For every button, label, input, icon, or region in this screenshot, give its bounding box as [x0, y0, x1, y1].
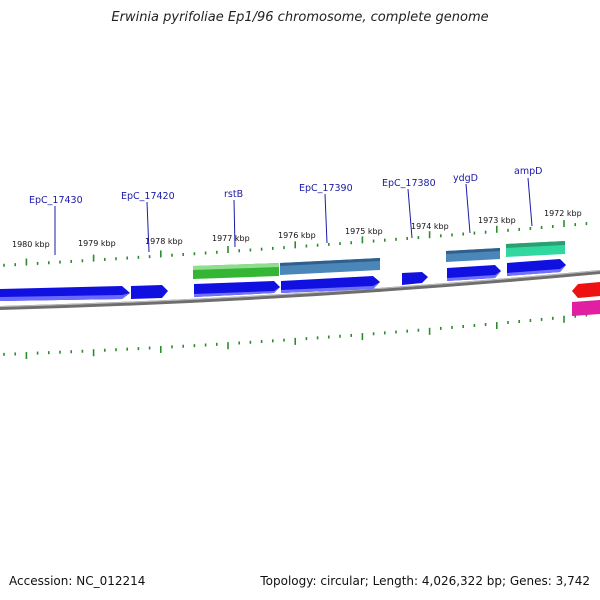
feature-magenta-bar[interactable] — [572, 300, 600, 316]
gene-label[interactable]: ampD — [514, 166, 542, 177]
scale-tick-labels: 1980 kbp 1979 kbp 1978 kbp 1977 kbp 1976 kbp… — [12, 209, 582, 249]
scale-tick-label: 1976 kbp — [278, 231, 316, 240]
scale-tick-label: 1979 kbp — [78, 239, 116, 248]
scale-tick-label: 1973 kbp — [478, 216, 516, 225]
scale-tick-label: 1974 kbp — [411, 222, 449, 231]
gene-label-leader — [324, 193, 328, 244]
scale-tick-label: 1978 kbp — [145, 237, 183, 246]
scale-ticks-outer — [3, 220, 588, 267]
cds-EpC_17420[interactable] — [131, 285, 168, 299]
gene-label[interactable]: EpC_17380 — [382, 178, 436, 189]
scale-tick-label: 1972 kbp — [544, 209, 582, 218]
gene-label[interactable]: EpC_17430 — [29, 195, 83, 206]
scale-ticks-inner — [3, 313, 588, 360]
cds-ring — [0, 259, 566, 301]
gene-label[interactable]: ydgD — [453, 173, 478, 184]
scale-tick-label: 1977 kbp — [212, 234, 250, 243]
gene-label[interactable]: rstB — [224, 189, 243, 200]
gene-label-leader — [146, 201, 150, 253]
outer-feature-ring — [193, 241, 565, 279]
feature-red-arrow[interactable] — [572, 282, 600, 298]
gene-label[interactable]: EpC_17420 — [121, 191, 175, 202]
gene-label[interactable]: EpC_17390 — [299, 183, 353, 194]
map-title: Erwinia pyrifoliae Ep1/96 chromosome, co… — [111, 10, 489, 25]
gene-labels: EpC_17430 EpC_17420 rstB EpC_17390 EpC_17380… — [29, 166, 542, 255]
genome-summary-text: Topology: circular; Length: 4,026,322 bp… — [260, 574, 590, 588]
gene-label-leader — [407, 188, 413, 239]
cds-EpC_17380[interactable] — [402, 272, 428, 285]
chromosome-backbone — [0, 270, 600, 310]
scale-tick-label: 1980 kbp — [12, 240, 50, 249]
gene-label-leader — [527, 177, 533, 227]
gene-label-leader — [465, 183, 471, 234]
right-edge-features — [572, 282, 600, 316]
gene-label-leader — [233, 199, 236, 248]
accession-text: Accession: NC_012214 — [9, 574, 146, 588]
scale-tick-label: 1975 kbp — [345, 227, 383, 236]
